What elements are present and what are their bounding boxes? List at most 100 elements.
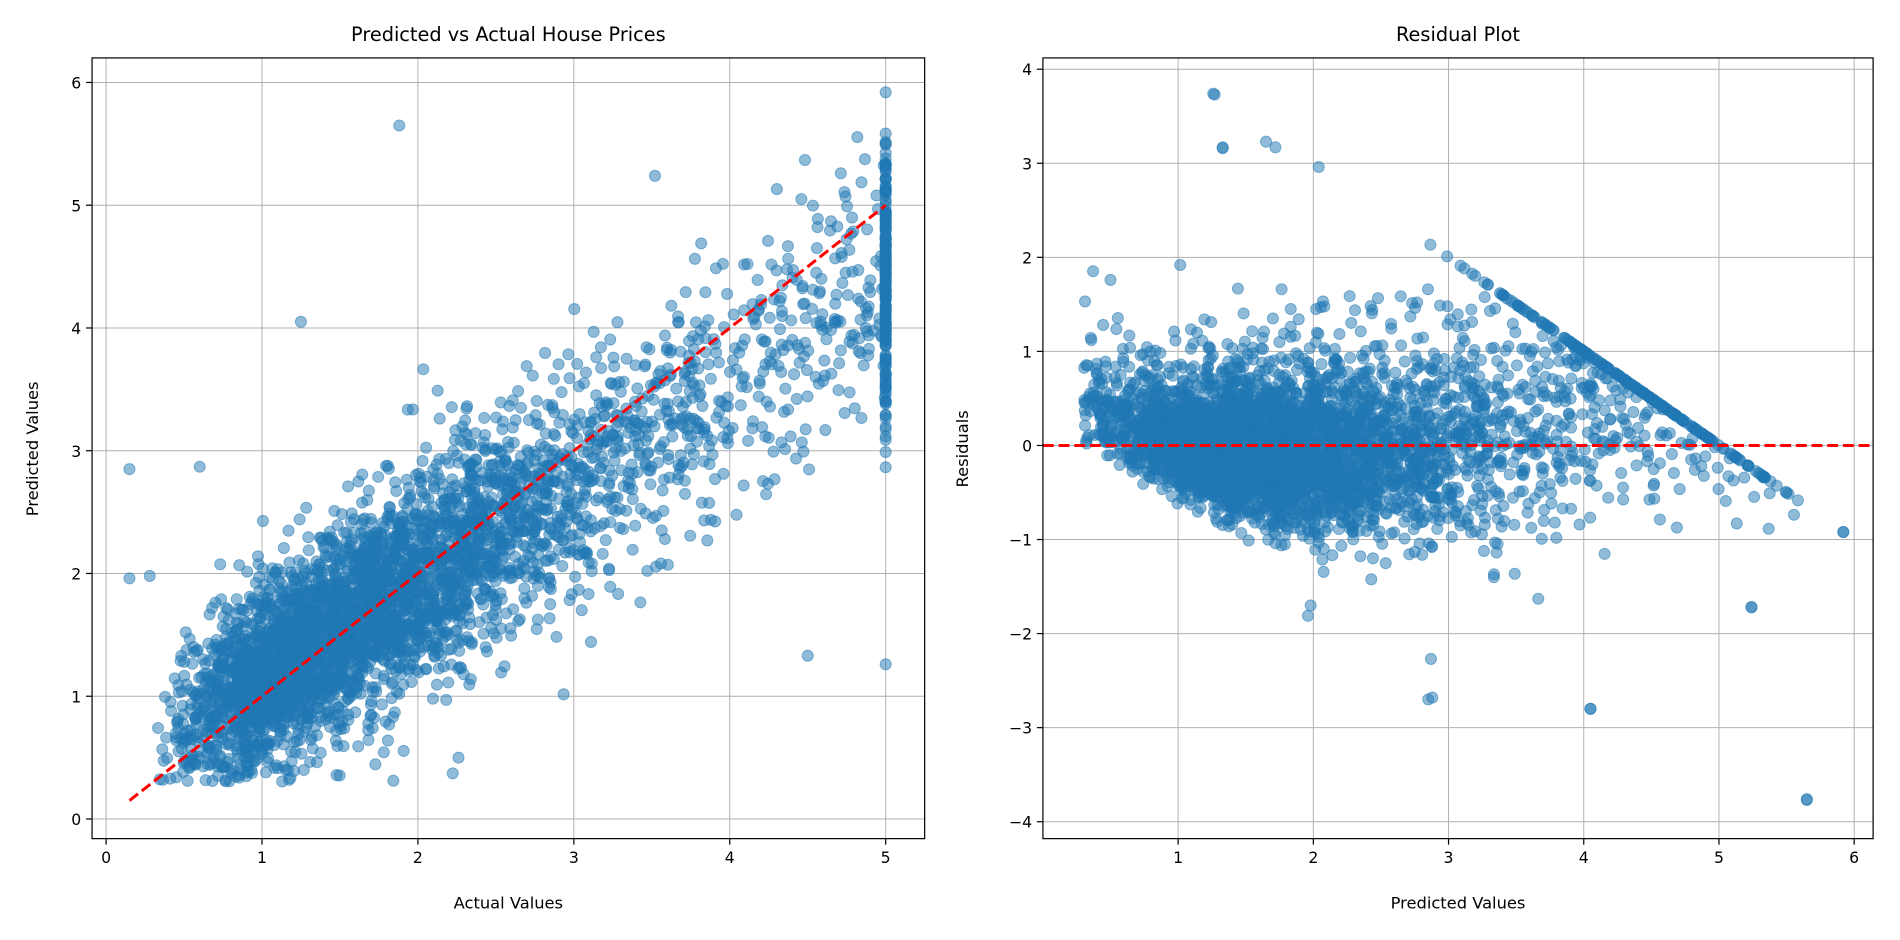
scatter-point — [304, 707, 317, 720]
scatter-point — [552, 543, 565, 556]
scatter-point — [314, 710, 327, 723]
scatter-point — [319, 549, 332, 562]
scatter-point — [178, 669, 191, 682]
scatter-point — [402, 481, 415, 494]
scatter-point — [770, 183, 783, 196]
scatter-point — [429, 637, 442, 650]
scatter-point — [816, 308, 829, 321]
scatter-point — [655, 524, 668, 537]
scatter-point — [300, 501, 313, 514]
scatter-point — [393, 119, 406, 132]
scatter-point — [775, 436, 788, 449]
scatter-point — [416, 613, 429, 627]
scatter-point — [608, 360, 621, 373]
scatter-point — [501, 435, 515, 448]
scatter-point — [276, 632, 289, 645]
scatter-point — [1535, 532, 1548, 545]
scatter-point — [383, 718, 396, 731]
scatter-point — [582, 588, 595, 601]
scatter-point — [806, 199, 819, 212]
scatter-point — [604, 333, 617, 346]
scatter-point — [1366, 552, 1379, 565]
scatter-point — [470, 573, 483, 586]
scatter-point — [448, 433, 461, 446]
scatter-point — [393, 542, 406, 555]
scatter-point — [879, 232, 892, 245]
scatter-point — [536, 487, 549, 500]
scatter-point — [400, 553, 413, 566]
scatter-point — [556, 560, 569, 573]
scatter-point — [789, 452, 803, 465]
scatter-point — [713, 405, 726, 418]
scatter-point — [381, 649, 394, 662]
scatter-point — [302, 544, 315, 557]
scatter-point — [370, 612, 383, 625]
scatter-point — [879, 658, 892, 671]
scatter-point — [590, 389, 603, 402]
scatter-point — [263, 664, 276, 677]
scatter-point — [727, 308, 740, 321]
scatter-point — [647, 393, 660, 406]
scatter-point — [715, 395, 728, 408]
scatter-point — [701, 534, 714, 547]
scatter-point — [369, 758, 382, 771]
scatter-point — [206, 642, 219, 655]
scatter-point — [579, 366, 592, 379]
scatter-point — [462, 516, 475, 529]
scatter-point — [600, 399, 613, 412]
scatter-point — [730, 363, 743, 376]
scatter-point — [361, 582, 374, 595]
scatter-point — [568, 302, 581, 316]
scatter-point — [201, 671, 214, 684]
scatter-point — [209, 689, 222, 702]
scatter-point — [1315, 358, 1328, 371]
scatter-point — [781, 240, 794, 253]
scatter-point — [445, 401, 458, 414]
scatter-point — [879, 172, 892, 185]
scatter-point — [355, 651, 368, 664]
x-tick-label: 2 — [413, 848, 423, 867]
scatter-point — [316, 592, 329, 605]
scatter-point — [841, 200, 854, 213]
scatter-point — [426, 590, 439, 603]
scatter-point — [737, 479, 750, 492]
scatter-point — [430, 678, 443, 691]
scatter-point — [758, 335, 771, 348]
scatter-point — [604, 580, 617, 593]
scatter-point — [434, 557, 447, 570]
scatter-point — [424, 602, 437, 615]
scatter-point — [544, 576, 557, 589]
scatter-point — [257, 578, 270, 591]
scatter-point — [440, 693, 453, 706]
scatter-point — [362, 733, 375, 746]
scatter-point — [199, 774, 212, 787]
scatter-point — [819, 424, 832, 437]
scatter-point — [490, 411, 503, 424]
scatter-point — [843, 386, 856, 399]
scatter-point — [563, 594, 576, 607]
scatter-point — [375, 698, 388, 711]
scatter-point — [684, 529, 697, 542]
scatter-point — [810, 266, 823, 279]
scatter-point — [721, 287, 734, 300]
scatter-point — [529, 522, 543, 535]
scatter-point — [839, 190, 852, 203]
scatter-point — [266, 640, 279, 653]
scatter-point — [305, 620, 318, 633]
scatter-point — [393, 520, 406, 533]
scatter-point — [677, 456, 690, 469]
scatter-point — [479, 444, 492, 457]
scatter-point — [702, 358, 715, 371]
scatter-point — [422, 509, 435, 522]
scatter-point — [381, 734, 394, 747]
scatter-point — [810, 242, 823, 255]
scatter-point — [507, 525, 520, 538]
scatter-point — [273, 574, 286, 588]
scatter-point — [335, 508, 348, 521]
scatter-point — [565, 425, 578, 438]
scatter-point — [773, 323, 787, 336]
scatter-point — [349, 706, 362, 719]
scatter-point — [756, 421, 769, 434]
scatter-point — [186, 753, 199, 766]
